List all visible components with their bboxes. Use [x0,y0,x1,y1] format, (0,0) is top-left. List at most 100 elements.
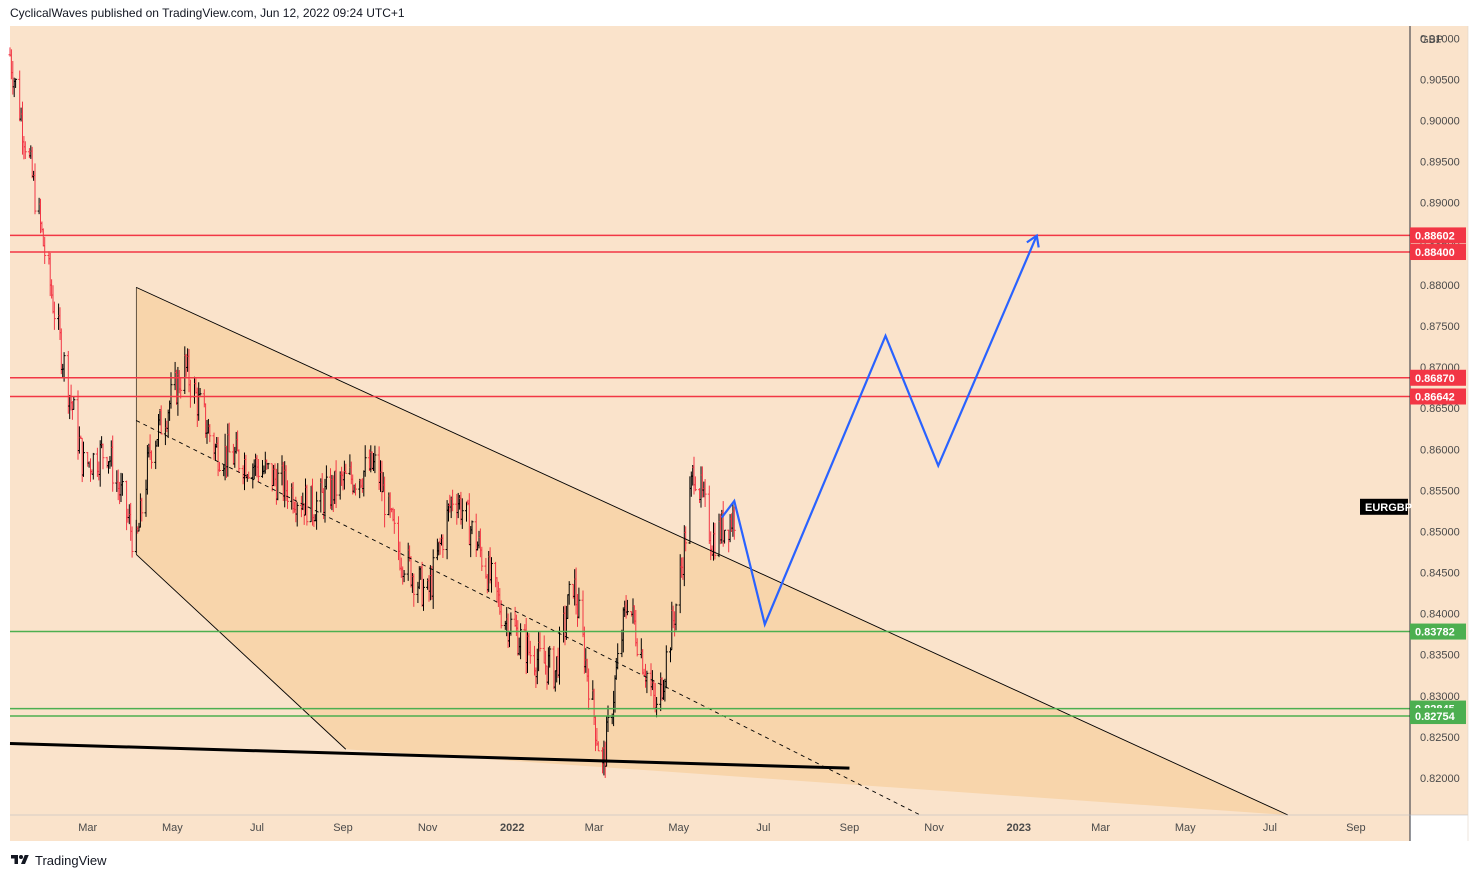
price-bar [91,452,95,480]
time-tick-label: Mar [1091,822,1110,834]
horizontal-levels [10,234,1410,717]
projection-path [720,235,1038,628]
price-bar [218,461,221,472]
price-bar [392,508,396,534]
price-bar [82,441,85,477]
price-bar [159,405,163,435]
price-bar [373,445,377,474]
price-bar [237,449,241,473]
support-level-tag [1410,708,1466,725]
tradingview-brand-label: TradingView [35,852,107,868]
price-bar [460,498,464,529]
tradingview-logo-icon [11,855,29,864]
resistance-level-tag-label: 0.86870 [1415,373,1455,385]
price-bar [499,600,503,629]
price-bar [305,484,309,526]
price-tick-label: 0.84000 [1420,609,1460,621]
price-bar [703,479,707,507]
price-bar [480,546,484,571]
price-bar [227,422,231,453]
level-price-tags: 0.886020.884000.868700.866420.837820.828… [1410,227,1466,725]
time-axis-ticks: Mar May Jul Sep Nov 2022 Mar May Jul Sep Nov 2023 Ma… [78,822,1365,834]
currency-label: GBP [1420,34,1443,46]
price-bar [441,534,445,558]
time-tick-label: Nov [924,822,944,834]
time-tick-label: May [668,822,689,834]
support-level-tag-label: 0.83782 [1415,627,1455,639]
price-bar [150,450,153,469]
price-bar [14,78,18,88]
time-tick-label: Sep [1346,822,1366,834]
long-trendline [9,741,850,770]
price-tick-label: 0.89500 [1420,157,1460,169]
price-bar [344,463,348,474]
price-bar [490,557,493,593]
price-bar [732,506,736,540]
price-tick-label: 0.83500 [1420,650,1460,662]
price-bar [179,376,183,399]
price-bar [635,638,639,657]
price-bar [198,388,202,396]
price-bar [62,352,66,382]
price-bar [538,632,542,652]
channel-midline [136,420,921,816]
time-tick-label: Nov [418,822,438,834]
channel-upper-line [136,286,1289,816]
price-bar [52,301,56,330]
time-tick-label: Sep [840,822,860,834]
price-bar [295,502,299,527]
price-tick-label: 0.84500 [1420,568,1460,580]
price-tick-label: 0.83000 [1420,691,1460,703]
price-tick-label: 0.90500 [1420,74,1460,86]
price-bar [713,522,717,560]
price-bar [625,599,629,616]
price-bar [431,549,435,609]
time-tick-label: Jul [756,822,770,834]
price-bar [315,491,319,530]
time-tick-label: Sep [333,822,353,834]
price-tick-label: 0.86000 [1420,444,1460,456]
symbol-tag [1360,498,1408,515]
price-bar [140,497,144,522]
price-bar [412,573,416,607]
price-tick-label: 0.85000 [1420,526,1460,538]
resistance-level-tag [1410,388,1466,405]
footer-branding[interactable]: TradingView [10,850,107,870]
price-bar [383,476,387,528]
resistance-level-tag-label: 0.88602 [1415,230,1455,242]
price-bar [606,705,610,732]
price-bar [130,526,134,558]
price-bar [256,458,260,483]
resistance-level-tag [1410,227,1466,244]
price-bar [587,668,591,710]
price-bar [451,489,455,512]
price-bar [286,480,289,509]
support-level-tag [1410,623,1466,640]
price-bar [567,581,571,605]
time-tick-label: Jul [250,822,264,834]
time-tick-label: Jul [1263,822,1277,834]
resistance-level-tag-label: 0.86642 [1415,392,1455,404]
symbol-tag-label: EURGBP [1365,502,1412,514]
price-tick-label: 0.85500 [1420,485,1460,497]
price-bar [616,643,620,670]
resistance-level-tag [1410,244,1466,261]
price-bar [693,476,697,492]
price-bar [276,463,280,501]
publisher-caption: CyclicalWaves published on TradingView.c… [10,6,405,20]
price-tick-label: 0.86500 [1420,403,1460,415]
time-tick-label: Mar [585,822,604,834]
price-bar [43,236,47,264]
time-tick-label: 2023 [1006,822,1030,834]
price-bars [8,47,736,778]
time-tick-label: May [1175,822,1196,834]
price-bar [422,578,425,611]
long-trendline-group [9,741,850,770]
price-bar [402,570,406,583]
price-bar [247,471,251,480]
price-bar [674,603,678,631]
price-bar [354,483,357,496]
price-bar [120,473,124,496]
price-bar [23,141,27,160]
